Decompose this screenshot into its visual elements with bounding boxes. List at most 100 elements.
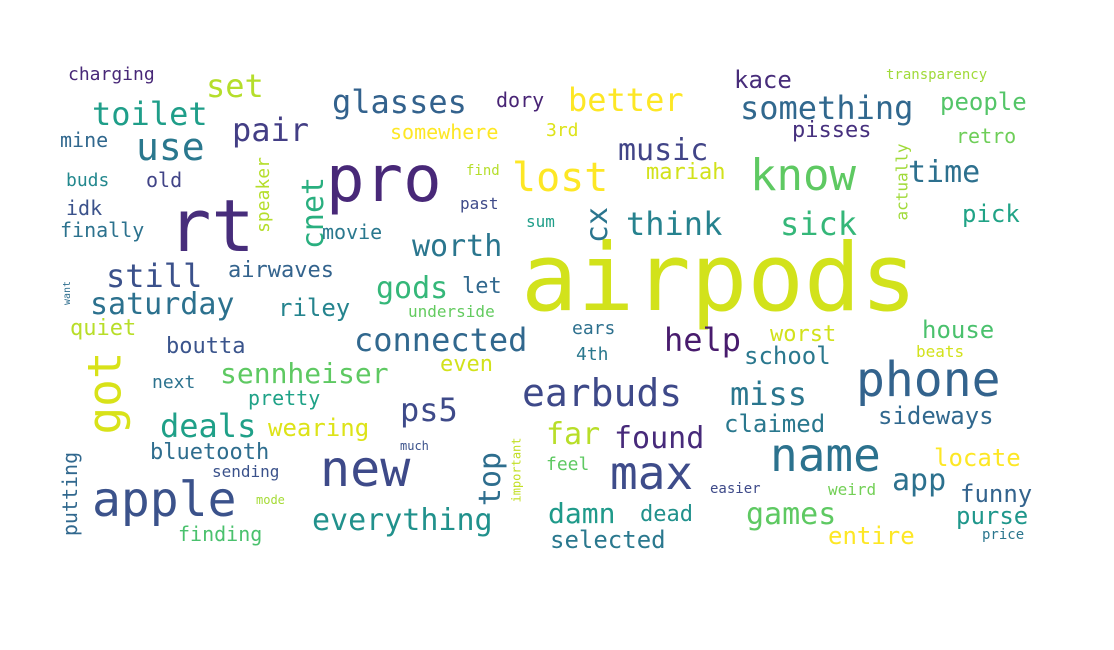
word: sideways [878, 402, 994, 430]
word: claimed [724, 410, 826, 438]
word: transparency [886, 67, 988, 83]
word: far [546, 417, 601, 452]
word: buds [66, 170, 110, 191]
word: easier [710, 481, 761, 497]
word: funny [960, 480, 1033, 508]
word: weird [828, 480, 877, 499]
word: underside [408, 302, 495, 321]
word: let [462, 274, 502, 299]
word: want [62, 280, 74, 306]
word: new [320, 440, 411, 498]
word: top [473, 451, 509, 507]
word: ps5 [400, 391, 458, 429]
word: think [626, 205, 723, 243]
word: somewhere [390, 120, 499, 144]
word: pretty [248, 386, 321, 410]
word: deals [160, 407, 257, 445]
word: price [982, 527, 1025, 543]
word: putting [58, 451, 83, 537]
word: kace [734, 66, 792, 94]
word: sick [780, 205, 858, 243]
word: dory [496, 88, 545, 112]
word: rt [168, 184, 255, 268]
word: 4th [576, 344, 609, 365]
word: bluetooth [150, 440, 270, 465]
word: airpods [521, 224, 918, 333]
word: games [746, 497, 837, 532]
word: mode [256, 493, 285, 507]
word: past [460, 194, 499, 213]
word: locate [934, 444, 1021, 472]
word: finally [60, 218, 145, 242]
word: something [740, 89, 914, 127]
word: music [618, 133, 709, 168]
word: got [77, 351, 132, 435]
word: found [614, 421, 705, 456]
word: time [908, 155, 981, 190]
word: next [152, 372, 196, 393]
word: sennheiser [220, 357, 389, 390]
word: airwaves [228, 258, 334, 283]
word: gods [376, 271, 449, 306]
word: movie [322, 220, 383, 244]
word: wearing [268, 414, 370, 442]
word: charging [68, 64, 155, 85]
word: still [106, 257, 203, 295]
word: sending [212, 462, 280, 481]
word: lost [512, 155, 609, 201]
word: max [610, 446, 694, 500]
word: saturday [90, 287, 235, 322]
word: important [509, 437, 524, 503]
word: sum [526, 212, 555, 231]
word: earbuds [522, 371, 683, 415]
word: house [922, 316, 995, 344]
word: miss [730, 375, 808, 413]
word: pro [326, 143, 442, 217]
word: ears [572, 318, 616, 339]
word: mine [60, 128, 109, 152]
word: app [892, 463, 947, 498]
word: mariah [646, 160, 726, 185]
word: beats [916, 342, 965, 361]
word: set [206, 67, 264, 105]
word: apple [92, 472, 237, 528]
word: boutta [166, 334, 246, 359]
word: riley [278, 294, 351, 322]
word: pisses [792, 118, 872, 143]
word: find [466, 163, 500, 179]
word-cloud: airpods pro rt new phone apple max name … [56, 54, 1050, 554]
word: use [136, 125, 205, 169]
word: quiet [70, 316, 137, 341]
word: even [440, 352, 493, 377]
word: cx [580, 206, 616, 244]
word: entire [828, 522, 915, 550]
word: know [750, 150, 856, 201]
word: everything [312, 503, 493, 538]
word: selected [550, 526, 666, 554]
word: dead [640, 502, 693, 527]
word: worth [412, 229, 503, 264]
word: idk [66, 196, 103, 220]
word: people [940, 88, 1027, 116]
word: phone [856, 352, 1001, 408]
word: help [664, 321, 742, 359]
word: worst [770, 322, 837, 347]
word: actually [892, 143, 912, 221]
word: speaker [252, 157, 274, 233]
word: finding [178, 522, 263, 546]
word: damn [548, 497, 616, 530]
word: feel [546, 454, 590, 475]
word: retro [956, 124, 1017, 148]
word: 3rd [546, 120, 579, 141]
word: pick [962, 200, 1020, 228]
word: better [568, 81, 684, 119]
word: toilet [92, 95, 208, 133]
word: old [146, 168, 183, 192]
word: much [400, 439, 429, 453]
word: glasses [332, 83, 467, 121]
word: pair [232, 111, 310, 149]
word: name [770, 428, 881, 482]
word: connected [354, 321, 528, 359]
word: purse [956, 502, 1029, 530]
